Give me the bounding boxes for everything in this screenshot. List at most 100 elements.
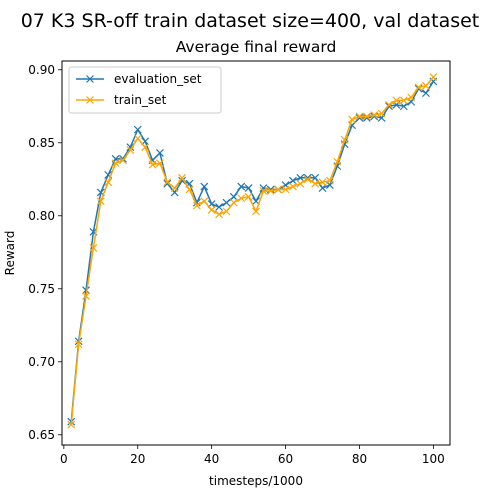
series-line bbox=[70, 76, 434, 425]
series-line bbox=[70, 81, 435, 422]
data-point bbox=[259, 187, 268, 195]
data-point bbox=[333, 157, 342, 166]
data-point bbox=[207, 206, 216, 214]
y-tick-label: 0.90 bbox=[28, 63, 55, 77]
data-point bbox=[289, 182, 297, 191]
series-group bbox=[67, 73, 438, 429]
data-point bbox=[215, 210, 223, 219]
data-point bbox=[429, 73, 438, 81]
data-point bbox=[399, 102, 408, 111]
x-tick-label: 20 bbox=[130, 452, 145, 466]
data-point bbox=[311, 173, 320, 182]
data-point bbox=[200, 182, 209, 191]
series-train-set bbox=[67, 73, 438, 429]
y-tick-label: 0.85 bbox=[28, 136, 55, 150]
x-tick-label: 40 bbox=[204, 452, 219, 466]
data-point bbox=[229, 198, 238, 207]
data-point bbox=[133, 125, 142, 134]
data-point bbox=[155, 159, 164, 168]
data-point bbox=[229, 192, 238, 201]
legend-item: train_set bbox=[76, 93, 167, 107]
chart-title: Average final reward bbox=[176, 38, 337, 56]
data-point bbox=[414, 83, 423, 92]
y-tick-label: 0.75 bbox=[28, 282, 55, 296]
data-point bbox=[163, 178, 172, 187]
legend-label: train_set bbox=[114, 93, 167, 107]
data-point bbox=[252, 207, 260, 216]
data-point bbox=[266, 187, 275, 195]
data-point bbox=[104, 178, 113, 187]
data-point bbox=[141, 143, 150, 152]
data-point bbox=[318, 178, 327, 187]
data-point bbox=[385, 100, 393, 109]
data-point bbox=[281, 185, 290, 194]
data-point bbox=[340, 135, 349, 144]
data-point bbox=[303, 175, 312, 184]
data-point bbox=[126, 143, 135, 152]
data-point bbox=[119, 156, 127, 165]
data-point bbox=[111, 159, 120, 168]
x-tick-label: 80 bbox=[352, 452, 367, 466]
data-point bbox=[289, 176, 297, 185]
data-point bbox=[355, 114, 364, 122]
legend-marker bbox=[86, 75, 94, 83]
legend: evaluation_set train_set bbox=[68, 66, 222, 114]
data-point bbox=[222, 198, 231, 207]
y-tick-label: 0.65 bbox=[28, 428, 55, 442]
data-point bbox=[170, 184, 179, 192]
x-axis-label: timesteps/1000 bbox=[209, 474, 303, 488]
data-point bbox=[82, 292, 90, 300]
data-point bbox=[296, 173, 305, 182]
data-point bbox=[200, 197, 209, 206]
data-point bbox=[178, 176, 187, 185]
data-point bbox=[370, 111, 379, 119]
legend-item: evaluation_set bbox=[76, 72, 202, 86]
x-tick-label: 0 bbox=[60, 452, 68, 466]
data-point bbox=[422, 81, 430, 90]
x-tick-label: 100 bbox=[422, 452, 445, 466]
data-point bbox=[192, 201, 201, 210]
data-point bbox=[237, 194, 246, 203]
y-axis: 0.65 0.70 0.75 0.80 0.85 0.90 bbox=[28, 63, 62, 442]
data-point bbox=[163, 179, 172, 188]
data-point bbox=[355, 112, 364, 121]
data-point bbox=[392, 96, 401, 105]
data-point bbox=[274, 185, 283, 194]
data-point bbox=[266, 185, 275, 194]
data-point bbox=[311, 179, 320, 188]
data-point bbox=[215, 203, 223, 211]
legend-box bbox=[68, 66, 222, 114]
data-point bbox=[399, 96, 408, 105]
y-axis-label: Reward bbox=[3, 231, 17, 276]
data-point bbox=[244, 184, 253, 192]
data-point bbox=[89, 243, 98, 252]
legend-marker bbox=[86, 96, 94, 104]
series-evaluation-set bbox=[67, 77, 438, 426]
data-point bbox=[133, 134, 142, 143]
data-point bbox=[222, 207, 231, 216]
data-point bbox=[74, 340, 83, 349]
y-tick-label: 0.80 bbox=[28, 209, 55, 223]
data-point bbox=[422, 89, 430, 98]
data-point bbox=[318, 184, 327, 192]
legend-label: evaluation_set bbox=[114, 72, 202, 86]
plot-frame bbox=[61, 60, 451, 446]
data-point bbox=[148, 160, 157, 169]
data-point bbox=[67, 420, 76, 429]
x-tick-label: 60 bbox=[278, 452, 293, 466]
data-point bbox=[362, 112, 371, 121]
data-point bbox=[237, 182, 246, 191]
data-point bbox=[296, 179, 305, 188]
data-point bbox=[96, 197, 105, 206]
data-point bbox=[407, 93, 416, 102]
data-point bbox=[155, 149, 164, 157]
figure-suptitle: 07 K3 SR-off train dataset size=400, val… bbox=[21, 10, 480, 32]
data-point bbox=[377, 109, 386, 118]
data-point bbox=[82, 286, 90, 295]
data-point bbox=[126, 146, 135, 154]
x-axis: 0 20 40 60 80 100 bbox=[60, 445, 445, 466]
data-point bbox=[325, 176, 334, 185]
data-point bbox=[244, 192, 253, 201]
data-point bbox=[185, 185, 194, 194]
